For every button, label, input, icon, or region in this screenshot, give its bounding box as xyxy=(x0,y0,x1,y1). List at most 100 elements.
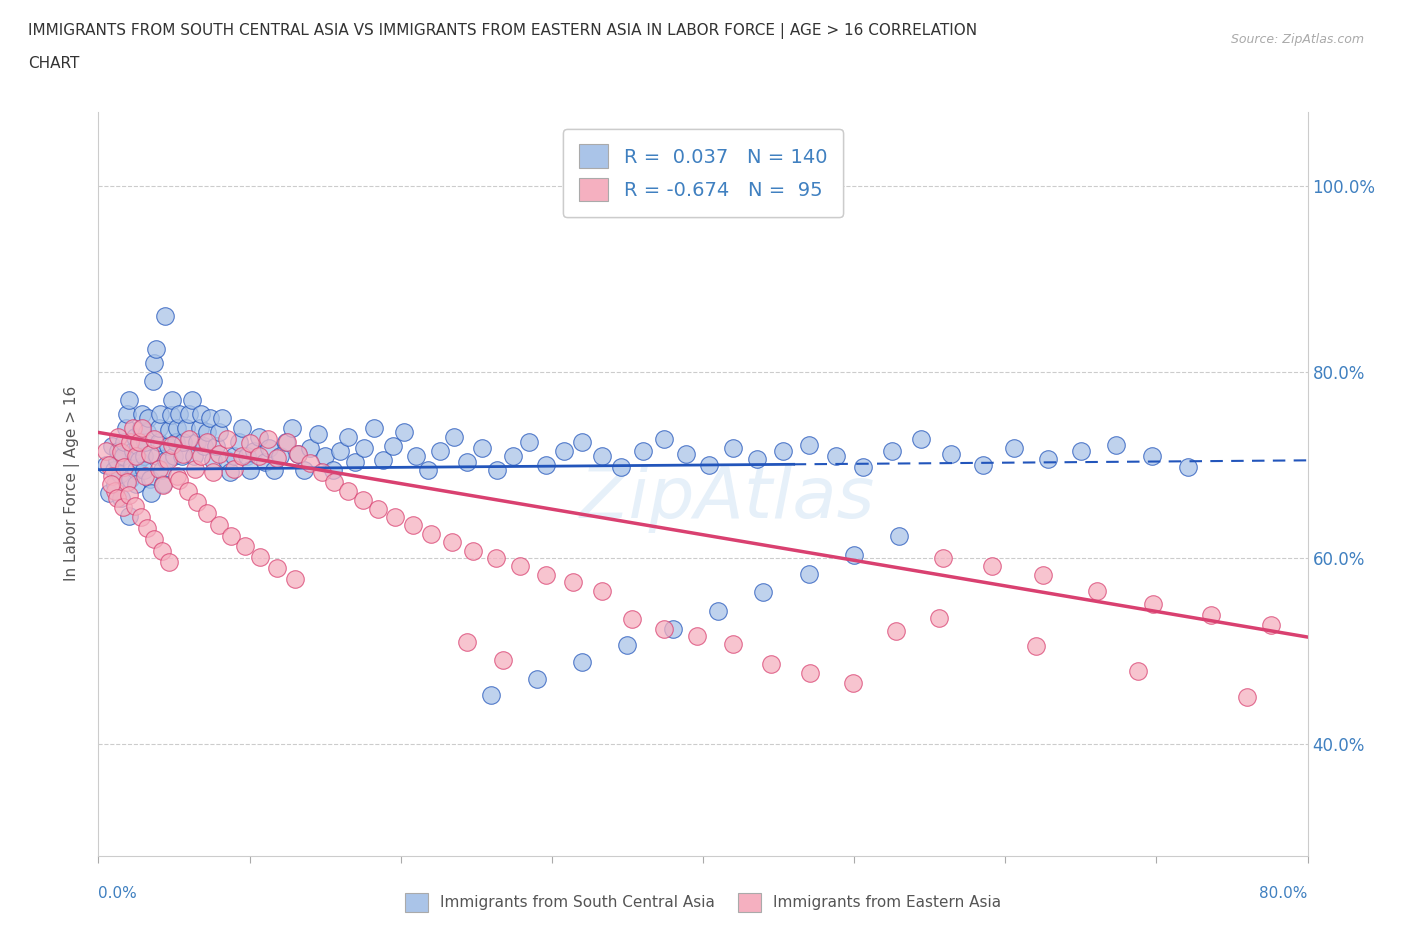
Point xyxy=(202,465,225,480)
Point xyxy=(235,448,257,463)
Point xyxy=(443,430,465,445)
Point xyxy=(384,510,406,525)
Point xyxy=(752,585,775,600)
Point xyxy=(219,465,242,480)
Point xyxy=(1070,444,1092,458)
Point xyxy=(107,430,129,445)
Point xyxy=(135,425,157,440)
Point xyxy=(686,629,709,644)
Point xyxy=(118,392,141,407)
Point xyxy=(149,406,172,421)
Point xyxy=(131,406,153,421)
Point xyxy=(1236,689,1258,704)
Point xyxy=(353,441,375,456)
Point xyxy=(233,538,256,553)
Point xyxy=(652,621,675,636)
Point xyxy=(139,472,162,486)
Point xyxy=(94,458,117,472)
Point xyxy=(239,462,262,477)
Point xyxy=(108,467,131,482)
Point xyxy=(257,441,280,456)
Point xyxy=(723,441,745,456)
Point xyxy=(159,554,181,569)
Point xyxy=(114,420,136,435)
Point xyxy=(269,448,291,463)
Text: IMMIGRANTS FROM SOUTH CENTRAL ASIA VS IMMIGRANTS FROM EASTERN ASIA IN LABOR FORC: IMMIGRANTS FROM SOUTH CENTRAL ASIA VS IM… xyxy=(28,23,977,39)
Point xyxy=(152,478,174,493)
Point xyxy=(486,462,509,477)
Point xyxy=(124,498,146,513)
Point xyxy=(122,444,145,458)
Point xyxy=(134,469,156,484)
Point xyxy=(120,472,142,486)
Point xyxy=(392,425,415,440)
Point xyxy=(172,434,194,449)
Point xyxy=(215,432,238,446)
Point xyxy=(141,485,163,500)
Point xyxy=(186,495,208,510)
Point xyxy=(502,448,524,463)
Point xyxy=(115,406,138,421)
Point xyxy=(322,462,344,477)
Point xyxy=(136,411,159,426)
Point xyxy=(562,575,585,590)
Point xyxy=(429,444,451,458)
Point xyxy=(139,446,162,461)
Point xyxy=(571,655,593,670)
Text: Source: ZipAtlas.com: Source: ZipAtlas.com xyxy=(1230,33,1364,46)
Point xyxy=(652,432,675,446)
Point xyxy=(256,432,278,446)
Point xyxy=(172,446,194,461)
Point xyxy=(228,434,250,449)
Point xyxy=(1032,567,1054,582)
Point xyxy=(844,548,866,563)
Point xyxy=(143,355,166,370)
Point xyxy=(1128,664,1150,679)
Point xyxy=(143,532,166,547)
Point xyxy=(274,434,297,449)
Point xyxy=(122,420,145,435)
Point xyxy=(176,484,198,498)
Point xyxy=(98,458,121,472)
Point xyxy=(125,476,148,491)
Point xyxy=(553,444,575,458)
Point xyxy=(456,634,478,649)
Point xyxy=(162,392,184,407)
Point xyxy=(101,439,124,454)
Text: 80.0%: 80.0% xyxy=(1260,886,1308,901)
Point xyxy=(1104,437,1126,452)
Point xyxy=(186,434,208,449)
Point xyxy=(111,499,134,514)
Point xyxy=(420,526,443,541)
Point xyxy=(1024,639,1046,654)
Point xyxy=(344,455,367,470)
Point xyxy=(249,550,271,565)
Point xyxy=(471,441,494,456)
Point xyxy=(456,455,478,470)
Point xyxy=(190,448,212,463)
Point xyxy=(98,485,121,500)
Point xyxy=(299,441,322,456)
Point xyxy=(329,444,352,458)
Point xyxy=(723,637,745,652)
Point xyxy=(336,484,359,498)
Point xyxy=(889,528,911,543)
Point xyxy=(131,420,153,435)
Point xyxy=(675,446,697,461)
Point xyxy=(281,420,304,435)
Point xyxy=(797,437,820,452)
Point xyxy=(492,653,515,668)
Point xyxy=(167,406,190,421)
Point xyxy=(1320,628,1343,643)
Point xyxy=(211,411,233,426)
Point xyxy=(163,448,186,463)
Point xyxy=(215,453,238,468)
Point xyxy=(110,490,132,505)
Point xyxy=(799,666,821,681)
Point xyxy=(239,435,262,450)
Point xyxy=(184,461,207,476)
Point xyxy=(247,448,270,463)
Point xyxy=(367,501,389,516)
Point xyxy=(631,444,654,458)
Point xyxy=(104,484,127,498)
